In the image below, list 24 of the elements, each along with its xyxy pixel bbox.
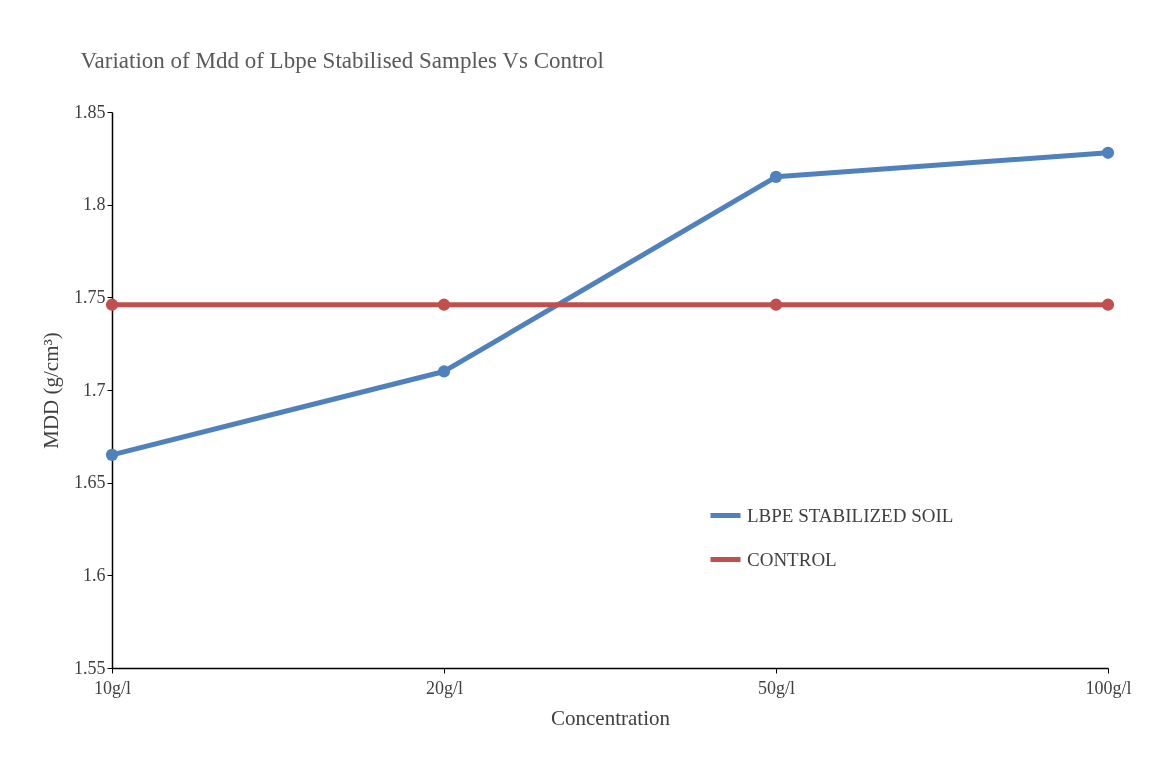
x-tick-label: 10g/l	[93, 677, 132, 698]
chart-title: Variation of Mdd of Lbpe Stabilised Samples Vs Control	[80, 48, 604, 73]
y-tick-label: 1.75	[74, 286, 106, 307]
x-tick-label: 50g/l	[757, 677, 796, 698]
y-axis-title: MDD (g/cm³)	[39, 332, 63, 449]
point	[1101, 298, 1115, 311]
point	[769, 170, 783, 183]
y-tick-label: 1.7	[83, 379, 106, 400]
point	[105, 298, 119, 311]
y-tick-label: 1.65	[74, 472, 106, 493]
point	[1101, 146, 1115, 159]
y-tick-label: 1.8	[83, 194, 106, 215]
x-tick-label: 100g/l	[1085, 677, 1132, 698]
y-tick-label: 1.85	[74, 101, 106, 122]
y-tick-label: 1.6	[83, 564, 106, 585]
point	[437, 365, 451, 378]
point	[769, 298, 783, 311]
y-tick-label: 1.55	[74, 657, 106, 678]
x-axis-title: Concentration	[551, 705, 671, 730]
x-tick-label: 20g/l	[425, 677, 464, 698]
legend-label: CONTROL	[747, 548, 837, 570]
point	[105, 448, 119, 461]
point	[437, 298, 451, 311]
legend-label: LBPE STABILIZED SOIL	[747, 504, 954, 526]
